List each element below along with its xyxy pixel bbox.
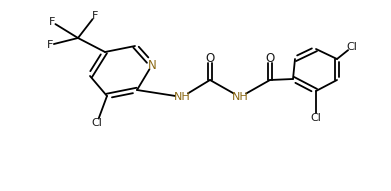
Text: F: F [49, 17, 55, 27]
Text: Cl: Cl [91, 118, 102, 128]
Text: O: O [205, 52, 215, 65]
Text: NH: NH [174, 92, 190, 102]
Text: NH: NH [231, 92, 248, 102]
Text: F: F [92, 11, 98, 21]
Text: O: O [265, 52, 274, 65]
Text: Cl: Cl [310, 113, 321, 123]
Text: N: N [148, 58, 156, 71]
Text: F: F [47, 40, 53, 50]
Text: Cl: Cl [346, 42, 357, 52]
